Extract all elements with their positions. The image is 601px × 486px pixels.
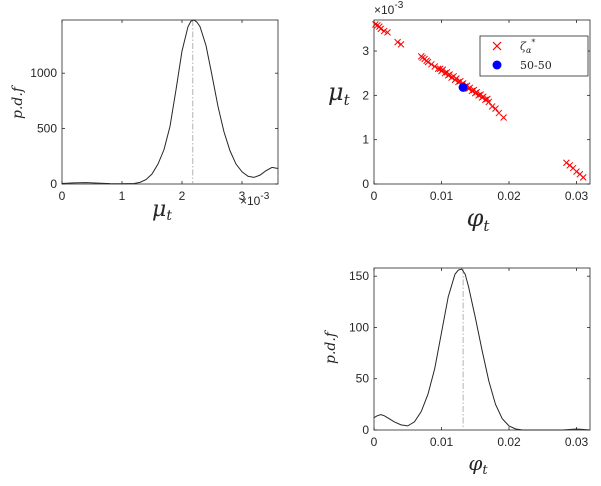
x-tick-label: 0 xyxy=(371,435,378,449)
y-tick-label: 0 xyxy=(50,177,57,191)
scatter-legend: ζα* 50-50 xyxy=(479,35,589,77)
sample-point xyxy=(394,38,401,46)
sample-point xyxy=(473,88,480,96)
sample-point xyxy=(431,63,439,70)
x-tick-label: 0.03 xyxy=(565,435,589,449)
x-tick-label: 0.01 xyxy=(430,189,454,203)
sample-point xyxy=(424,58,432,66)
x-tick-label: 0.02 xyxy=(497,435,521,449)
phi-pdf-panel: 0 0.01 0.02 0.03 0 50 100 150 p.d.f φt xyxy=(323,267,591,478)
sample-point xyxy=(492,105,499,113)
y-tick-label: 50 xyxy=(356,372,370,386)
scatter-plot-area xyxy=(371,21,587,181)
sample-point xyxy=(482,96,489,104)
sample-point xyxy=(566,162,574,169)
sample-point xyxy=(371,21,379,28)
y-tick-label: 1 xyxy=(362,133,369,147)
density-curve xyxy=(373,268,591,431)
x-tick-label: 0.03 xyxy=(565,189,589,203)
sample-point xyxy=(452,75,460,82)
sample-point xyxy=(488,103,496,110)
y-tick-label: 150 xyxy=(349,269,369,283)
x-tick-label: 0 xyxy=(371,189,378,203)
sample-point xyxy=(377,25,385,33)
y-tick-label: 3 xyxy=(362,44,369,58)
scatter-ticks: 0 0.01 0.02 0.03 0 1 2 3 xyxy=(362,20,590,203)
scatter-y-exponent: ×10-3 xyxy=(374,0,404,17)
legend-label-5050: 50-50 xyxy=(520,59,552,72)
density-curve xyxy=(61,19,279,185)
sample-point xyxy=(446,71,453,78)
sample-point xyxy=(397,41,405,48)
x-tick-label: 3 xyxy=(239,189,246,203)
mu-pdf-ticks: 0 1 2 3 0 500 1000 xyxy=(30,20,278,203)
sample-point xyxy=(563,159,570,167)
scatter-xlabel: φt xyxy=(467,204,491,235)
scatter-ylabel: μt xyxy=(328,78,351,109)
mu-pdf-axes-frame xyxy=(61,19,279,185)
x-tick-label: 0.01 xyxy=(430,435,454,449)
y-tick-label: 2 xyxy=(362,88,369,102)
y-tick-label: 500 xyxy=(37,122,57,136)
sample-point xyxy=(384,29,391,36)
x-tick-label: 0 xyxy=(59,189,66,203)
sample-point xyxy=(573,168,580,175)
sample-point xyxy=(428,60,435,68)
sample-point xyxy=(439,66,447,73)
sample-point xyxy=(468,87,476,95)
sample-point xyxy=(479,93,487,101)
sample-point xyxy=(475,91,482,99)
phi-pdf-ticks: 0 0.01 0.02 0.03 0 50 100 150 xyxy=(349,268,590,449)
phi-pdf-ylabel: p.d.f xyxy=(323,329,339,364)
sample-point xyxy=(484,95,491,103)
mu-pdf-x-exponent: ×10-3 xyxy=(240,191,270,208)
x-tick-label: 0.02 xyxy=(497,189,521,203)
x-tick-label: 2 xyxy=(179,189,186,203)
phi-pdf-plot-area xyxy=(373,268,591,431)
phi-pdf-xlabel: φt xyxy=(468,451,488,478)
y-tick-label: 1000 xyxy=(30,66,57,80)
scatter-panel: 0 0.01 0.02 0.03 0 1 2 3 ×10-3 μt φt ζα* 50-50 xyxy=(328,0,591,235)
legend-label-zeta: ζα* xyxy=(520,38,535,55)
y-tick-label: 0 xyxy=(362,177,369,191)
y-tick-label: 0 xyxy=(362,423,369,437)
fifty-fifty-point xyxy=(458,82,468,92)
y-tick-label: 100 xyxy=(349,320,369,334)
legend-marker-x xyxy=(492,41,502,51)
sample-point xyxy=(500,114,507,121)
sample-point xyxy=(466,84,474,92)
scatter-axes-frame xyxy=(373,19,591,185)
mu-pdf-panel: 0 1 2 3 0 500 1000 p.d.f μt ×10-3 xyxy=(10,19,279,224)
mu-pdf-xlabel: μt xyxy=(152,197,172,224)
phi-pdf-axes-frame xyxy=(373,267,591,431)
mu-pdf-ylabel: p.d.f xyxy=(10,84,26,119)
sample-point xyxy=(579,173,587,181)
mu-pdf-plot-area xyxy=(61,19,279,185)
legend-marker-circle xyxy=(492,60,502,70)
x-tick-label: 1 xyxy=(119,189,126,203)
